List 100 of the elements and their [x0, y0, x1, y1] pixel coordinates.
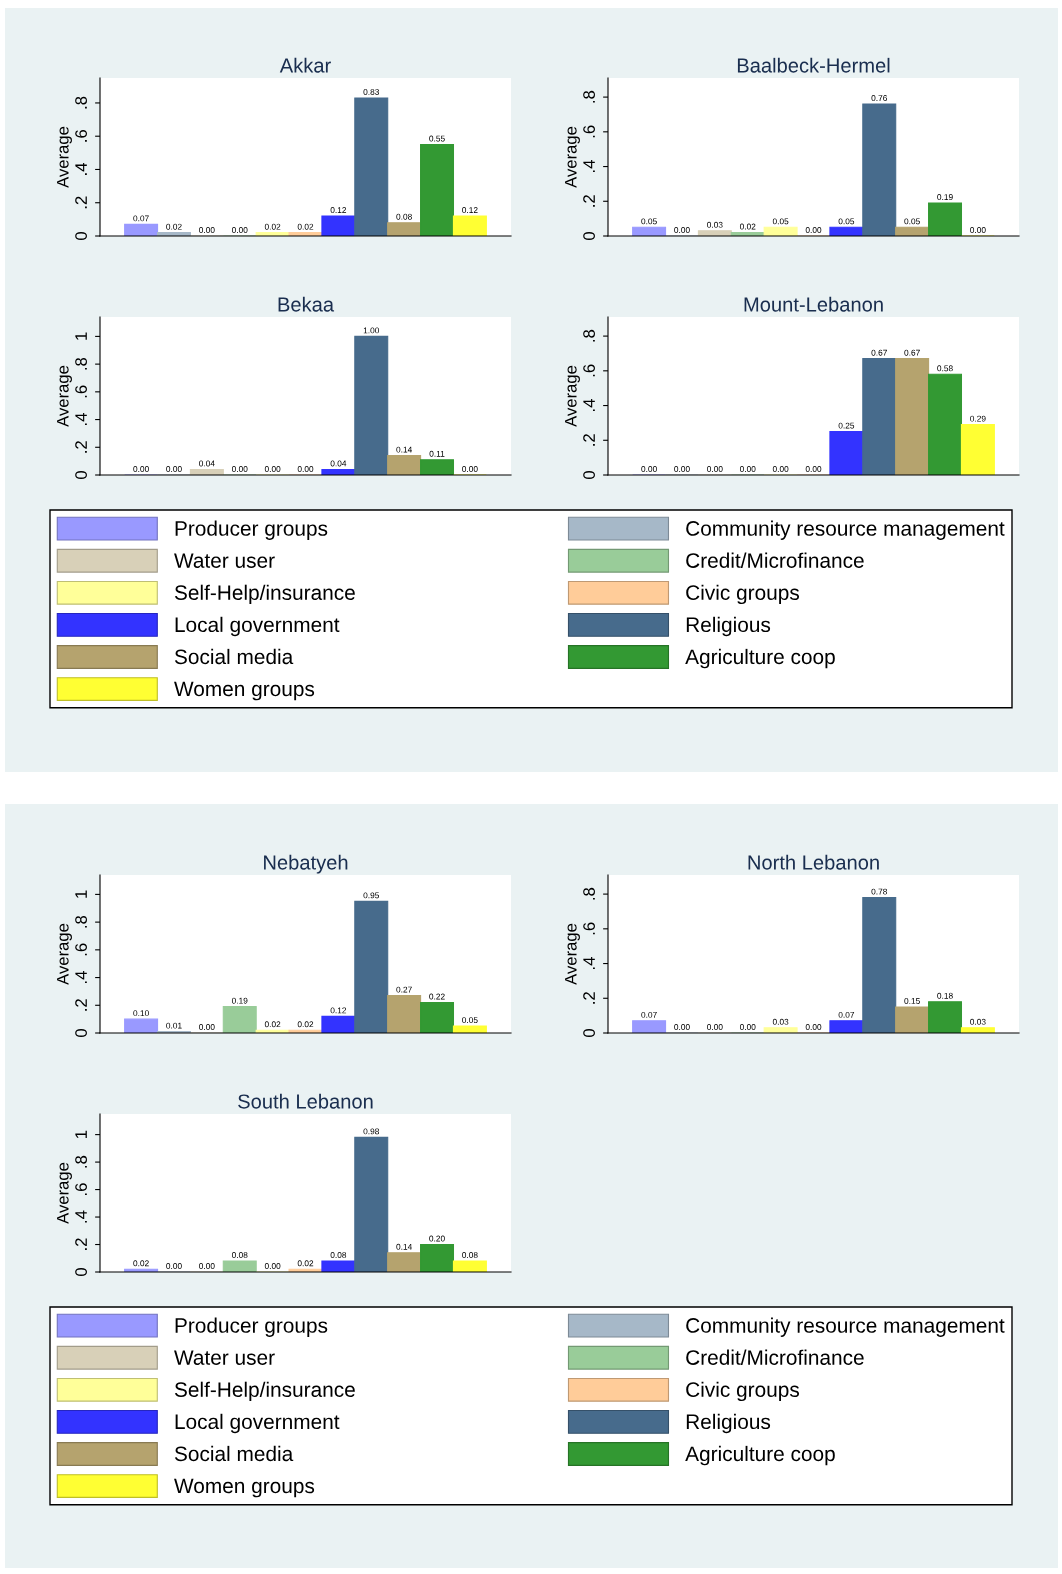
data-label: 0.00 — [264, 1263, 281, 1269]
data-label: 0.67 — [904, 349, 920, 356]
data-label: 0.02 — [133, 1260, 149, 1267]
legend-label: Water user — [174, 1350, 275, 1365]
data-label: 0.03 — [707, 221, 723, 228]
data-label: 0.12 — [330, 207, 347, 214]
data-label: 0.67 — [871, 349, 887, 356]
data-label: 0.03 — [970, 1018, 986, 1025]
legend-label: Credit/Microfinance — [686, 552, 864, 568]
chart-title: Bekaa — [278, 296, 335, 312]
data-label: 0.00 — [772, 466, 789, 472]
legend-label: Community resource management — [686, 520, 1005, 540]
y-tick-label: 0 — [583, 471, 595, 479]
chart-title: Mount-Lebanon — [744, 296, 883, 312]
y-tick-label: .4 — [75, 971, 87, 983]
data-label: 0.00 — [462, 466, 478, 472]
data-label: 0.00 — [805, 227, 822, 233]
legend-label: Self-Help/insurance — [174, 1381, 355, 1402]
y-tick-label: .2 — [75, 1238, 87, 1250]
data-label: 0.12 — [462, 207, 478, 214]
data-label: 0.55 — [429, 135, 445, 142]
y-tick-label: .8 — [75, 1155, 87, 1168]
data-label: 0.00 — [707, 466, 723, 472]
data-label: 0.25 — [838, 422, 855, 429]
data-label: 0.00 — [739, 1024, 756, 1030]
y-tick-label: .2 — [75, 999, 87, 1011]
data-label: 0.05 — [838, 218, 855, 225]
data-label: 0.18 — [937, 992, 953, 999]
data-label: 0.03 — [772, 1018, 789, 1025]
legend-label: Water user — [174, 553, 275, 568]
data-label: 0.08 — [330, 1252, 347, 1258]
legend-label: Agriculture coop — [685, 1445, 835, 1466]
y-tick-label: .8 — [583, 329, 595, 342]
data-label: 0.00 — [674, 466, 690, 472]
data-label: 0.95 — [363, 892, 380, 899]
data-label: 0.07 — [133, 215, 149, 222]
data-label: 0.02 — [166, 223, 182, 230]
data-label: 0.10 — [133, 1010, 149, 1017]
chart-title: South Lebanon — [238, 1093, 373, 1109]
y-tick-label: .8 — [583, 90, 595, 103]
legend-label: Religious — [686, 1413, 771, 1434]
legend-label: Agriculture coop — [685, 648, 835, 669]
data-label: 0.01 — [166, 1022, 182, 1029]
y-tick-label: .2 — [75, 441, 87, 453]
y-tick-label: .4 — [75, 413, 87, 425]
data-label: 0.02 — [264, 223, 281, 230]
data-label: 0.02 — [297, 1260, 314, 1267]
y-tick-label: .8 — [75, 96, 87, 109]
data-label: 0.14 — [396, 1243, 413, 1250]
data-label: 0.08 — [462, 1252, 478, 1258]
legend-label: Civic groups — [686, 584, 800, 605]
y-tick-label: .4 — [583, 399, 595, 411]
y-axis-title: Average — [565, 365, 580, 427]
data-label: 0.00 — [739, 466, 756, 472]
y-tick-label: .4 — [583, 160, 595, 172]
data-label: 0.00 — [674, 1024, 690, 1030]
y-tick-label: 1 — [75, 332, 87, 340]
y-axis-title: Average — [57, 1162, 72, 1224]
y-tick-label: .6 — [583, 922, 595, 935]
y-tick-label: .6 — [75, 1183, 87, 1195]
y-tick-label: 0 — [75, 471, 87, 479]
data-label: 0.98 — [363, 1128, 380, 1135]
y-tick-label: .8 — [583, 887, 595, 900]
data-label: 0.58 — [937, 365, 953, 372]
data-label: 0.00 — [707, 1024, 723, 1030]
y-tick-label: .8 — [75, 357, 87, 370]
data-label: 0.04 — [199, 460, 215, 467]
data-label: 0.22 — [429, 993, 445, 1000]
y-axis-title: Average — [57, 365, 72, 427]
y-tick-label: .2 — [583, 434, 595, 446]
data-label: 0.27 — [396, 986, 412, 993]
y-tick-label: .2 — [583, 992, 595, 1004]
data-label: 0.11 — [429, 450, 445, 457]
chart-title: Baalbeck-Hermel — [737, 57, 890, 73]
y-tick-label: 0 — [75, 1029, 87, 1037]
legend-label: Social media — [174, 1445, 294, 1462]
legend-label: Social media — [174, 648, 294, 665]
data-label: 0.00 — [231, 227, 248, 233]
data-label: 0.00 — [166, 1263, 182, 1269]
y-axis-title: Average — [57, 923, 72, 985]
data-label: 0.00 — [641, 466, 657, 472]
data-label: 0.83 — [363, 89, 379, 95]
data-label: 0.12 — [330, 1007, 347, 1014]
legend-label: Producer groups — [175, 520, 328, 540]
y-axis-title: Average — [57, 126, 72, 188]
legend-label: Local government — [175, 1413, 340, 1434]
data-label: 0.00 — [805, 1024, 822, 1030]
chart-title: Nebatyeh — [264, 854, 348, 874]
data-label: 1.00 — [363, 327, 380, 334]
y-axis-title: Average — [565, 126, 580, 188]
data-label: 0.14 — [396, 446, 413, 453]
y-tick-label: .6 — [583, 125, 595, 138]
data-label: 0.00 — [199, 1024, 215, 1030]
y-tick-label: 1 — [75, 1130, 87, 1138]
data-label: 0.05 — [462, 1017, 478, 1024]
legend-label: Religious — [686, 616, 771, 637]
data-label: 0.78 — [871, 888, 888, 895]
legend-label: Producer groups — [175, 1317, 328, 1337]
data-label: 0.19 — [231, 997, 248, 1004]
y-tick-label: 0 — [75, 232, 87, 240]
